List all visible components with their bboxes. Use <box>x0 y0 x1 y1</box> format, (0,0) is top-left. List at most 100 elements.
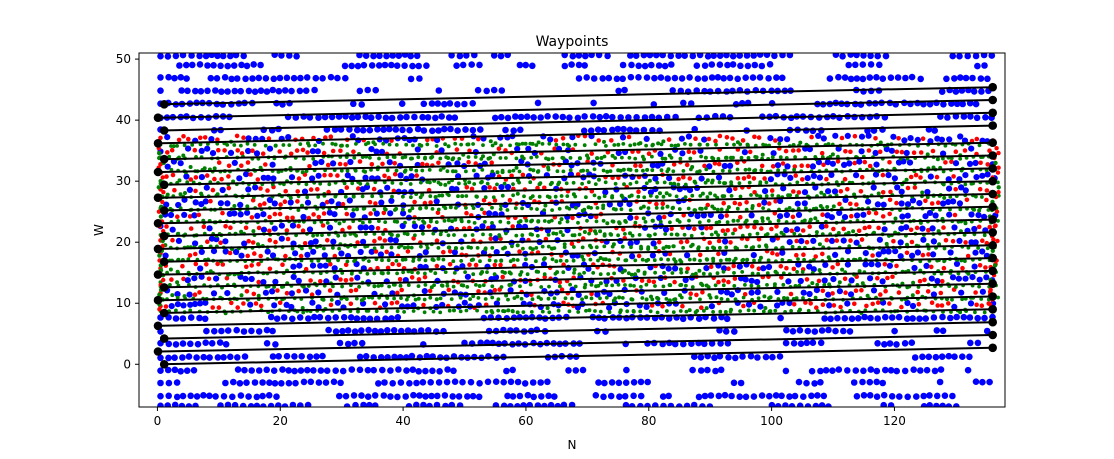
scatter-point-green <box>479 271 483 276</box>
scatter-point-green <box>510 309 515 313</box>
scatter-point-red <box>175 214 180 219</box>
scatter-point-green <box>687 257 692 262</box>
scatter-point-green <box>447 180 451 185</box>
scatter-point-blue <box>544 113 551 120</box>
scatter-point-green <box>562 245 567 250</box>
scatter-point-green <box>403 257 408 262</box>
scatter-point-green <box>656 296 661 301</box>
scatter-point-red <box>215 137 220 142</box>
scatter-point-blue <box>827 315 834 323</box>
scatter-point-red <box>704 226 709 231</box>
scatter-point-green <box>549 218 554 223</box>
scatter-point-green <box>518 284 522 289</box>
scatter-point-blue <box>371 402 379 407</box>
scatter-point-blue <box>590 75 598 82</box>
scatter-point-green <box>710 180 714 185</box>
scatter-point-blue <box>314 148 321 155</box>
scatter-point-red <box>983 265 988 270</box>
scatter-point-blue <box>237 87 244 95</box>
scatter-point-red <box>794 252 799 258</box>
scatter-point-blue <box>561 53 568 59</box>
scatter-point-blue <box>297 367 305 374</box>
scatter-point-green <box>704 257 709 261</box>
scatter-point-blue <box>627 240 634 247</box>
scatter-point-blue <box>540 261 548 268</box>
scatter-point-green <box>937 242 942 247</box>
scatter-point-blue <box>346 126 353 133</box>
scatter-point-blue <box>253 402 261 407</box>
scatter-point-red <box>987 224 992 230</box>
scatter-point-green <box>813 295 818 300</box>
scatter-point-blue <box>661 62 669 70</box>
scatter-point-blue <box>230 62 238 69</box>
scatter-point-blue <box>646 53 654 59</box>
scatter-point-green <box>751 245 756 250</box>
scatter-point-green <box>935 157 940 162</box>
scatter-point-blue <box>726 114 734 121</box>
scatter-point-blue <box>276 74 284 82</box>
scatter-point-green <box>447 245 452 250</box>
chart-title: Waypoints <box>536 34 609 50</box>
scatter-point-red <box>873 136 878 141</box>
scatter-point-blue <box>791 392 799 400</box>
scatter-point-edge <box>990 248 995 253</box>
scatter-point-blue <box>930 251 937 258</box>
scatter-point-blue <box>621 286 628 293</box>
scatter-point-blue <box>920 100 927 108</box>
scatter-point-green <box>325 221 330 225</box>
scatter-point-green <box>384 309 389 314</box>
scatter-point-blue <box>803 379 810 387</box>
scatter-point-blue <box>471 353 478 361</box>
scatter-point-blue <box>344 340 352 348</box>
scatter-point-blue <box>774 403 782 407</box>
scatter-point-green <box>787 206 792 210</box>
scatter-point-green <box>653 232 657 237</box>
scatter-point-red <box>684 239 690 244</box>
scatter-point-blue <box>187 301 194 308</box>
scatter-point-blue <box>722 238 729 245</box>
scatter-point-green <box>920 190 925 195</box>
scatter-point-green <box>580 254 585 259</box>
scatter-point-green <box>752 258 756 263</box>
scatter-point-green <box>542 272 547 277</box>
scatter-point-green <box>372 246 377 251</box>
scatter-point-blue <box>925 353 933 361</box>
scatter-point-blue <box>937 113 944 120</box>
scatter-point-green <box>290 246 295 251</box>
scatter-point-blue <box>932 212 939 219</box>
scatter-point-red <box>193 188 198 194</box>
scatter-point-red <box>738 224 743 230</box>
scatter-point-blue <box>619 134 627 141</box>
scatter-point-red <box>880 172 886 178</box>
scatter-point-blue <box>174 291 181 298</box>
scatter-point-blue <box>366 401 373 407</box>
scatter-point-blue <box>594 126 602 133</box>
scatter-point-blue <box>172 341 180 348</box>
scatter-point-green <box>418 206 423 211</box>
scatter-point-blue <box>285 134 292 141</box>
scatter-point-green <box>466 219 471 224</box>
scatter-point-edge <box>996 150 1001 156</box>
scatter-point-green <box>718 245 722 250</box>
scatter-point-green <box>475 308 479 313</box>
scatter-point-blue <box>972 249 979 256</box>
scatter-point-blue <box>748 212 755 219</box>
scatter-point-green <box>529 206 534 211</box>
scatter-point-green <box>689 233 694 238</box>
scatter-point-red <box>226 185 232 191</box>
scatter-point-red <box>204 262 209 267</box>
scatter-point-green <box>662 180 667 185</box>
scatter-point-green <box>561 270 566 275</box>
scatter-point-green <box>557 206 562 211</box>
scatter-point-blue <box>891 327 898 335</box>
waypoint-line-8 <box>160 244 993 263</box>
scatter-point-edge <box>996 185 1001 190</box>
scatter-point-blue <box>245 147 252 155</box>
scatter-point-green <box>942 259 946 264</box>
scatter-point-red <box>561 300 566 306</box>
scatter-point-blue <box>509 393 517 400</box>
scatter-point-red <box>974 136 980 142</box>
scatter-point-red <box>984 188 990 193</box>
scatter-point-green <box>701 271 706 276</box>
scatter-point-blue <box>183 61 190 69</box>
